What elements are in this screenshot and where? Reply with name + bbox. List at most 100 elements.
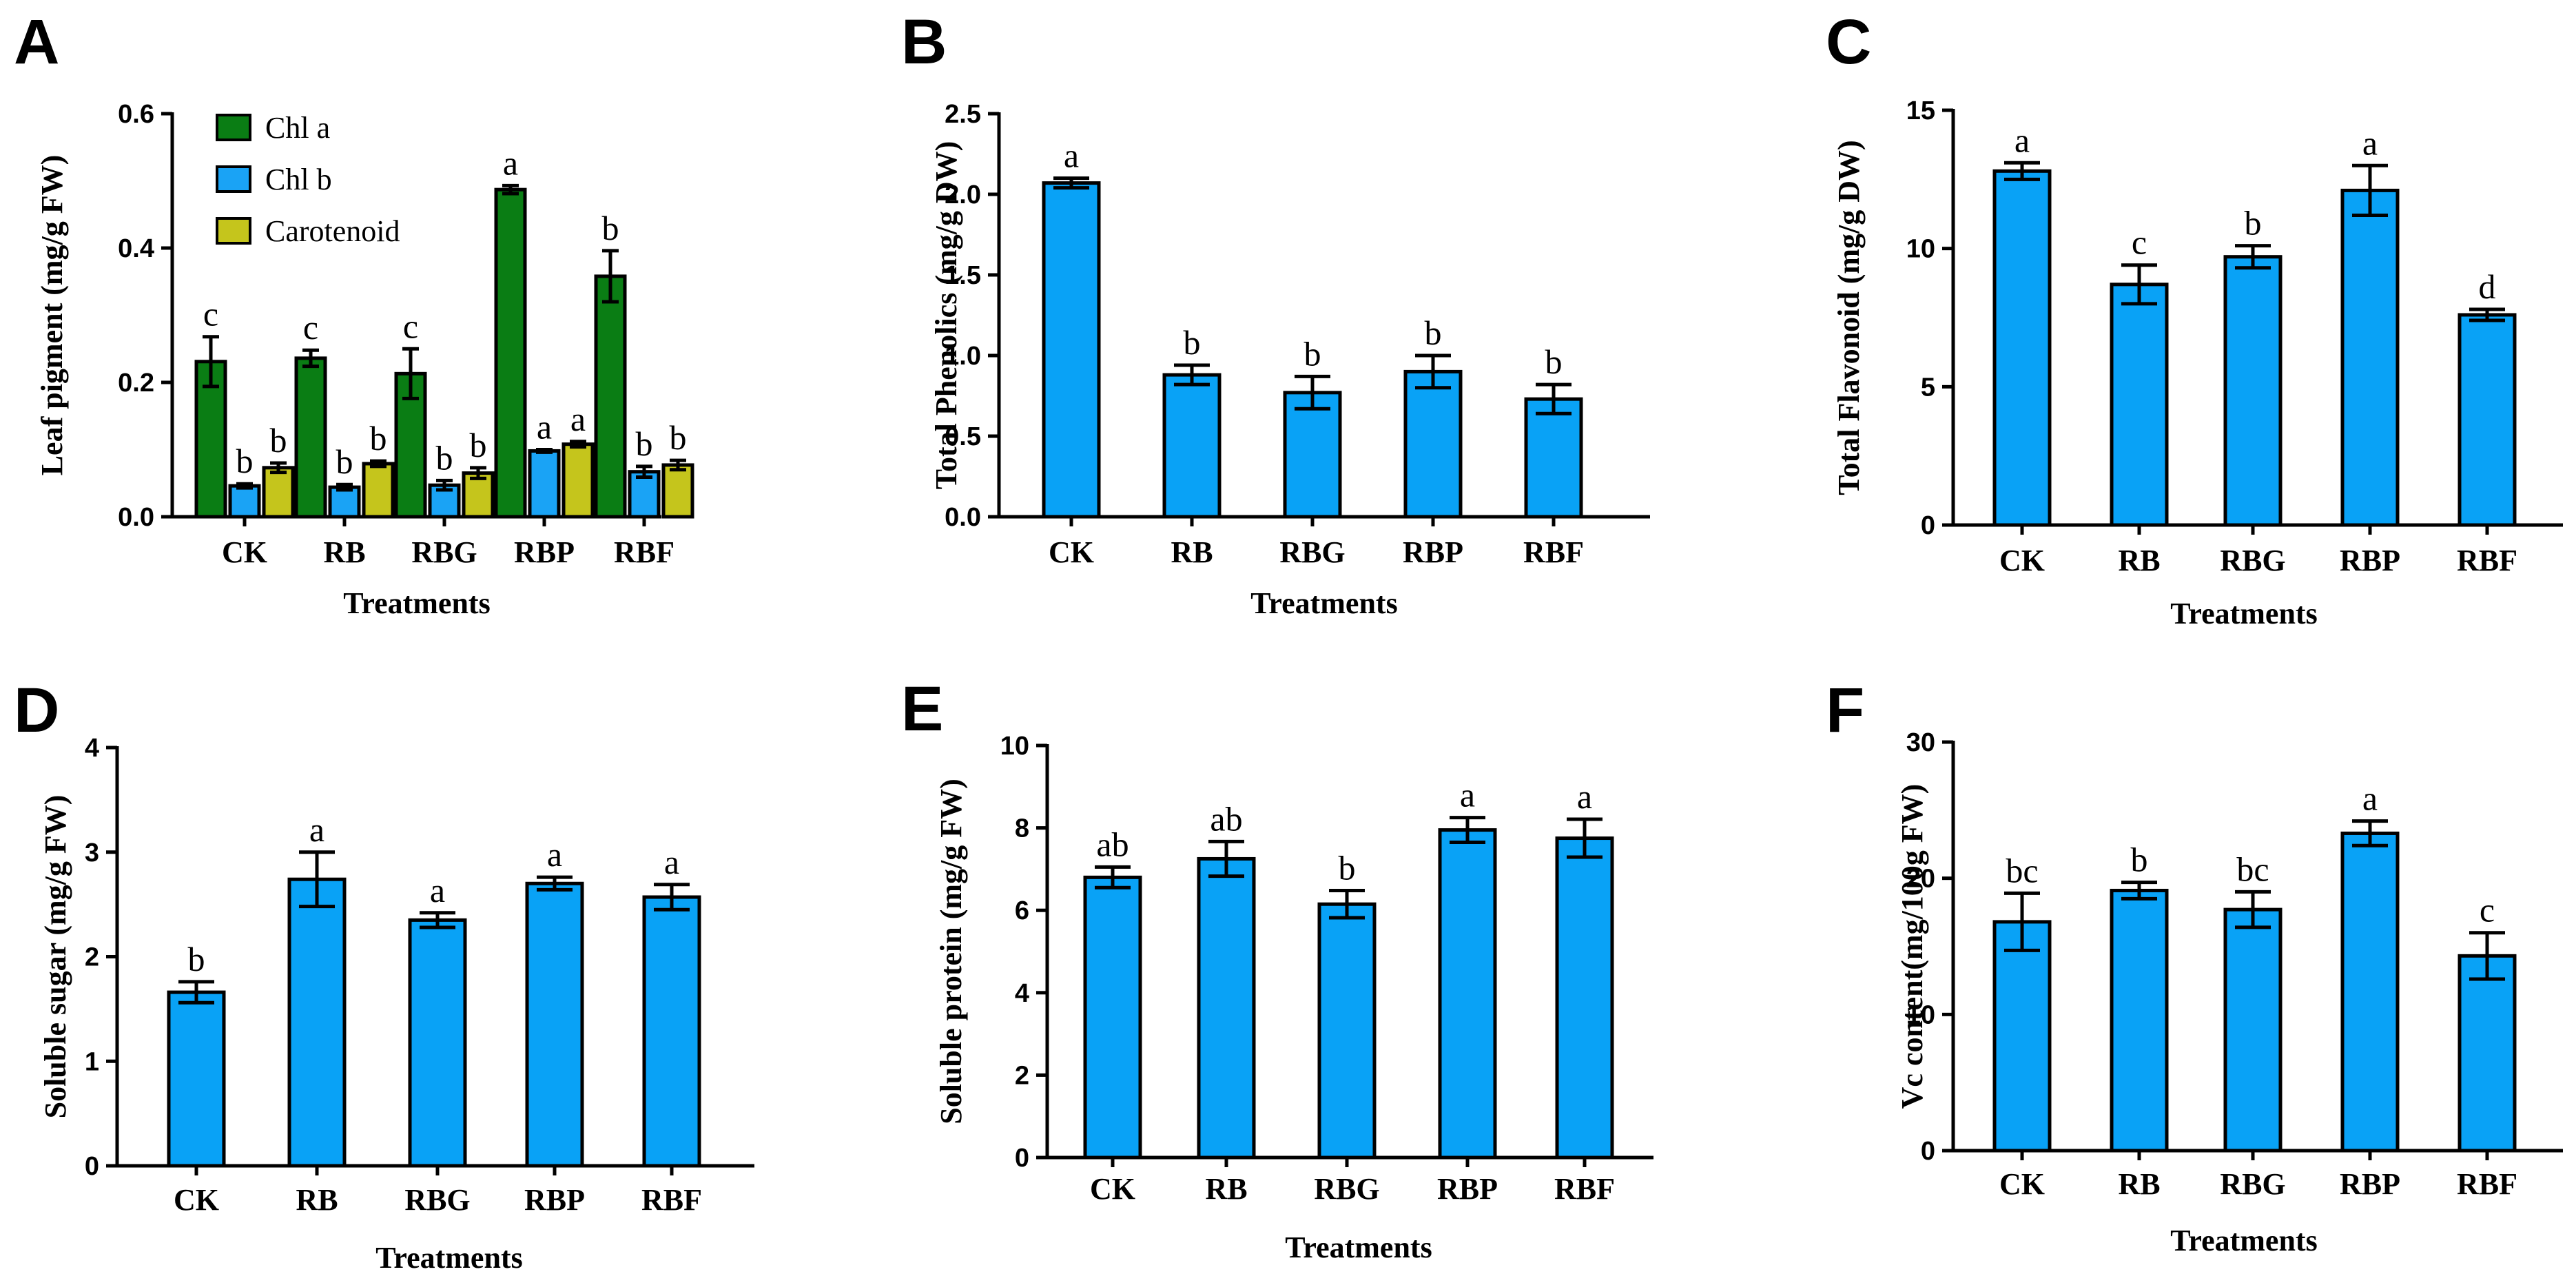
significance-letter: b xyxy=(1184,323,1201,362)
bar-rbf-soluble-sugar xyxy=(642,895,701,1168)
bar-rbp-chl-a xyxy=(494,187,527,519)
x-tick-label: RBF xyxy=(1554,1172,1615,1206)
y-tick-label: 0 xyxy=(1015,1144,1029,1173)
bar-rbf-chl-b xyxy=(628,470,661,519)
panel-letter: E xyxy=(901,674,943,744)
significance-letter: b xyxy=(2131,841,2148,879)
bar-rb-soluble-protein xyxy=(1197,856,1256,1160)
panel-c: C 0 5 10 15 CK RB RBG RBP RBF a c b a d Treatments Total… xyxy=(1826,7,2563,630)
bar-rbp-total-phenolics xyxy=(1403,369,1463,519)
x-tick-label: RB xyxy=(296,1183,338,1217)
bar-rb-soluble-sugar xyxy=(287,877,347,1168)
bar-rbp-total-flavonoid xyxy=(2340,188,2400,527)
x-tick-label: RBG xyxy=(411,535,477,569)
bar-rb-carotenoid xyxy=(362,462,395,519)
x-tick-label: RBF xyxy=(1523,535,1584,569)
bar-rbp-soluble-sugar xyxy=(525,881,584,1168)
panel-e: E 0 2 4 6 8 10 CK RB RBG RBP RBF ab ab b a a Treatments So… xyxy=(901,674,1653,1264)
legend-label: Chl a xyxy=(265,111,330,145)
x-tick-label: CK xyxy=(1999,1167,2045,1201)
significance-letter: b xyxy=(470,426,487,464)
y-tick-label: 0 xyxy=(85,1152,99,1181)
y-tick-label: 2.5 xyxy=(945,100,981,129)
x-tick-label: CK xyxy=(1049,535,1094,569)
significance-letter: a xyxy=(1064,136,1079,175)
legend-swatch-chl-b xyxy=(216,165,251,193)
significance-letter: a xyxy=(537,408,552,446)
x-axis-title: Treatments xyxy=(2170,597,2317,630)
legend-swatch-chl-a xyxy=(216,114,251,141)
significance-letter: a xyxy=(2015,121,2030,159)
legend: Chl a Chl b Carotenoid xyxy=(216,111,400,248)
y-axis-title: Soluble sugar (mg/g FW) xyxy=(39,795,72,1119)
bar-ck-carotenoid xyxy=(262,466,295,519)
bar-rbg-vc-content xyxy=(2223,907,2283,1153)
y-tick-label: 30 xyxy=(1906,728,1935,757)
x-tick-label: RBG xyxy=(2220,544,2285,577)
panel-letter: A xyxy=(14,7,59,77)
significance-letter: b xyxy=(270,421,287,460)
significance-letter: b xyxy=(370,419,387,458)
significance-letter: a xyxy=(2362,779,2378,818)
y-axis-title: Total Phenolics (mg/g DW) xyxy=(929,141,963,490)
bar-rbf-chl-a xyxy=(594,274,627,519)
x-axis-title: Treatments xyxy=(1285,1231,1432,1264)
x-tick-label: RBP xyxy=(1437,1172,1498,1206)
bar-rb-chl-a xyxy=(294,356,327,519)
significance-letter: a xyxy=(664,843,679,881)
y-tick-label: 5 xyxy=(1921,373,1935,402)
y-axis-title: Total Flavonoid (mg/g DW) xyxy=(1832,140,1866,495)
significance-letter: b xyxy=(602,209,619,247)
x-tick-label: RBP xyxy=(1403,535,1463,569)
significance-letter: ab xyxy=(1210,799,1242,838)
bar-ck-vc-content xyxy=(1992,920,2052,1153)
significance-letter: b xyxy=(670,418,687,457)
panel-b: B 0.0 0.5 1.0 1.5 2.0 2.5 CK RB RBG RBP RBF a b b b b Tre… xyxy=(901,7,1650,620)
significance-letter: b xyxy=(2245,204,2262,243)
bar-ck-total-phenolics xyxy=(1042,181,1101,519)
y-tick-label: 10 xyxy=(1000,732,1029,761)
bar-rbf-total-flavonoid xyxy=(2457,313,2517,527)
significance-letter: b xyxy=(436,438,453,477)
y-tick-label: 0.0 xyxy=(945,503,981,532)
bar-rbg-chl-a xyxy=(394,371,427,519)
bar-rbp-soluble-protein xyxy=(1438,828,1497,1160)
y-tick-label: 1.5 xyxy=(945,261,981,290)
bar-rbf-soluble-protein xyxy=(1555,836,1614,1160)
y-tick-label: 0.2 xyxy=(118,369,154,398)
significance-letter: b xyxy=(1545,342,1563,381)
bar-ck-chl-b xyxy=(228,484,261,519)
y-tick-label: 15 xyxy=(1906,96,1935,125)
significance-letter: b xyxy=(636,424,653,463)
bar-ck-total-flavonoid xyxy=(1992,169,2052,527)
bar-ck-soluble-protein xyxy=(1083,875,1142,1160)
x-tick-label: RBG xyxy=(2220,1167,2285,1201)
significance-letter: b xyxy=(1425,313,1442,352)
y-tick-label: 0.6 xyxy=(118,100,154,129)
x-tick-label: RBF xyxy=(614,535,674,569)
y-tick-label: 3 xyxy=(85,839,99,867)
legend-label: Carotenoid xyxy=(265,214,400,248)
y-tick-label: 20 xyxy=(1906,865,1935,894)
y-tick-label: 2.0 xyxy=(945,181,981,209)
x-tick-label: CK xyxy=(174,1183,219,1217)
x-tick-label: RBG xyxy=(1279,535,1345,569)
bar-rbg-total-phenolics xyxy=(1283,391,1342,519)
significance-letter: d xyxy=(2479,267,2496,306)
x-tick-label: RB xyxy=(2118,1167,2160,1201)
significance-letter: ab xyxy=(1096,825,1129,863)
significance-letter: b xyxy=(188,940,205,978)
y-tick-label: 6 xyxy=(1015,896,1029,925)
bar-rbp-vc-content xyxy=(2340,831,2400,1153)
bar-rbp-chl-b xyxy=(528,449,561,519)
y-tick-label: 0.5 xyxy=(945,422,981,451)
legend-swatch-carotenoid xyxy=(216,217,251,245)
significance-letter: c xyxy=(2480,891,2495,929)
significance-letter: a xyxy=(2362,123,2378,162)
bar-rbg-soluble-protein xyxy=(1317,902,1377,1160)
significance-letter: a xyxy=(503,143,518,182)
x-tick-label: RB xyxy=(1171,535,1213,569)
x-tick-label: RBF xyxy=(641,1183,702,1217)
